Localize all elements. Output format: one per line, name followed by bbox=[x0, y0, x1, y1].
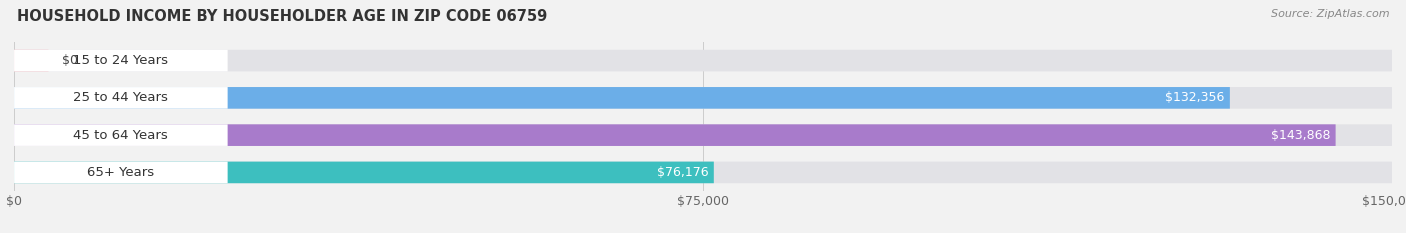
Text: $143,868: $143,868 bbox=[1271, 129, 1330, 142]
Text: 65+ Years: 65+ Years bbox=[87, 166, 155, 179]
FancyBboxPatch shape bbox=[14, 162, 1392, 183]
FancyBboxPatch shape bbox=[14, 87, 1392, 109]
FancyBboxPatch shape bbox=[14, 124, 1392, 146]
Text: HOUSEHOLD INCOME BY HOUSEHOLDER AGE IN ZIP CODE 06759: HOUSEHOLD INCOME BY HOUSEHOLDER AGE IN Z… bbox=[17, 9, 547, 24]
FancyBboxPatch shape bbox=[14, 162, 714, 183]
FancyBboxPatch shape bbox=[14, 50, 228, 71]
FancyBboxPatch shape bbox=[14, 50, 48, 71]
FancyBboxPatch shape bbox=[14, 162, 228, 183]
Text: $0: $0 bbox=[62, 54, 79, 67]
Text: $76,176: $76,176 bbox=[657, 166, 709, 179]
FancyBboxPatch shape bbox=[14, 50, 1392, 71]
Text: $132,356: $132,356 bbox=[1166, 91, 1225, 104]
FancyBboxPatch shape bbox=[14, 87, 228, 109]
FancyBboxPatch shape bbox=[14, 124, 228, 146]
Text: 15 to 24 Years: 15 to 24 Years bbox=[73, 54, 169, 67]
Text: 25 to 44 Years: 25 to 44 Years bbox=[73, 91, 169, 104]
Text: Source: ZipAtlas.com: Source: ZipAtlas.com bbox=[1271, 9, 1389, 19]
Text: 45 to 64 Years: 45 to 64 Years bbox=[73, 129, 169, 142]
FancyBboxPatch shape bbox=[14, 124, 1336, 146]
FancyBboxPatch shape bbox=[14, 87, 1230, 109]
